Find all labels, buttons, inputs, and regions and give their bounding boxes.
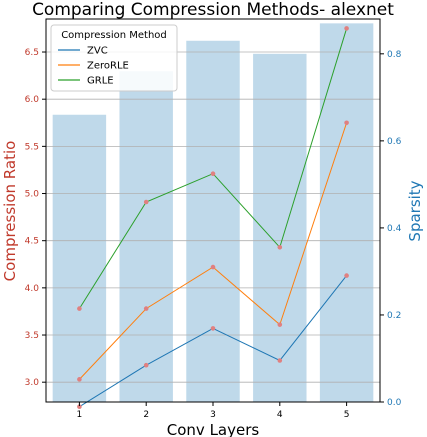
x-axis: 1 2 3 4 5 <box>77 402 350 420</box>
point-grle-5 <box>344 26 349 31</box>
bar-1 <box>52 114 107 402</box>
x-tick-label: 2 <box>143 410 149 420</box>
point-zerorle-2 <box>143 306 149 311</box>
grid-layer <box>46 51 380 383</box>
bar-3 <box>186 40 240 403</box>
legend-label-grle: GRLE <box>87 76 114 87</box>
right-axis: 0.0 0.2 0.4 0.6 0.8 <box>380 50 402 408</box>
bar-4 <box>253 53 307 403</box>
bar-5 <box>319 23 374 403</box>
point-zvc-3 <box>210 326 216 331</box>
right-axis-label: Sparsity <box>406 180 424 241</box>
chart-title: Comparing Compression Methods- alexnet <box>32 0 394 20</box>
point-zvc-2 <box>143 362 149 368</box>
point-grle-4 <box>277 244 283 250</box>
left-tick-label: 4.0 <box>25 284 40 294</box>
right-tick-label: 0.4 <box>387 224 402 234</box>
left-tick-label: 3.0 <box>25 378 40 388</box>
left-tick-label: 4.5 <box>25 237 39 247</box>
left-tick-label: 5.5 <box>25 142 39 152</box>
x-axis-label: Conv Layers <box>167 421 260 437</box>
legend-entries: ZVC ZeroRLE GRLE <box>58 46 129 87</box>
right-tick-label: 0.2 <box>387 311 401 321</box>
x-tick-label: 4 <box>277 410 283 420</box>
x-tick-label: 5 <box>344 410 350 420</box>
point-zvc-4 <box>277 358 283 363</box>
point-zerorle-1 <box>77 377 82 382</box>
x-tick-label: 3 <box>210 410 216 420</box>
legend-label-zvc: ZVC <box>87 46 108 57</box>
left-tick-label: 6.5 <box>25 48 39 58</box>
point-zvc-5 <box>344 273 349 278</box>
left-tick-label: 6.0 <box>25 95 40 105</box>
left-tick-label: 5.0 <box>25 190 40 200</box>
legend: Compression Method ZVC ZeroRLE GRLE <box>50 24 178 92</box>
left-tick-label: 3.5 <box>25 331 39 341</box>
x-tick-label: 1 <box>77 410 83 420</box>
legend-label-zerorle: ZeroRLE <box>87 61 129 72</box>
lines-layer <box>77 26 349 410</box>
point-zerorle-3 <box>210 264 216 270</box>
right-tick-label: 0.8 <box>387 50 402 60</box>
point-grle-1 <box>77 306 82 311</box>
point-grle-3 <box>210 171 216 177</box>
right-tick-label: 0.0 <box>387 398 402 408</box>
point-zerorle-5 <box>344 120 349 126</box>
bars-layer <box>52 23 374 403</box>
point-grle-2 <box>143 199 149 205</box>
left-axis: 3.0 3.5 4.0 4.5 5.0 5.5 6.0 6.5 <box>25 48 46 388</box>
left-axis-label: Compression Ratio <box>1 141 19 282</box>
legend-title: Compression Method <box>61 30 167 41</box>
legend-box <box>50 24 178 92</box>
bar-2 <box>119 71 173 403</box>
point-zerorle-4 <box>277 322 283 327</box>
point-zvc-1 <box>77 404 82 410</box>
right-tick-label: 0.6 <box>387 137 402 147</box>
